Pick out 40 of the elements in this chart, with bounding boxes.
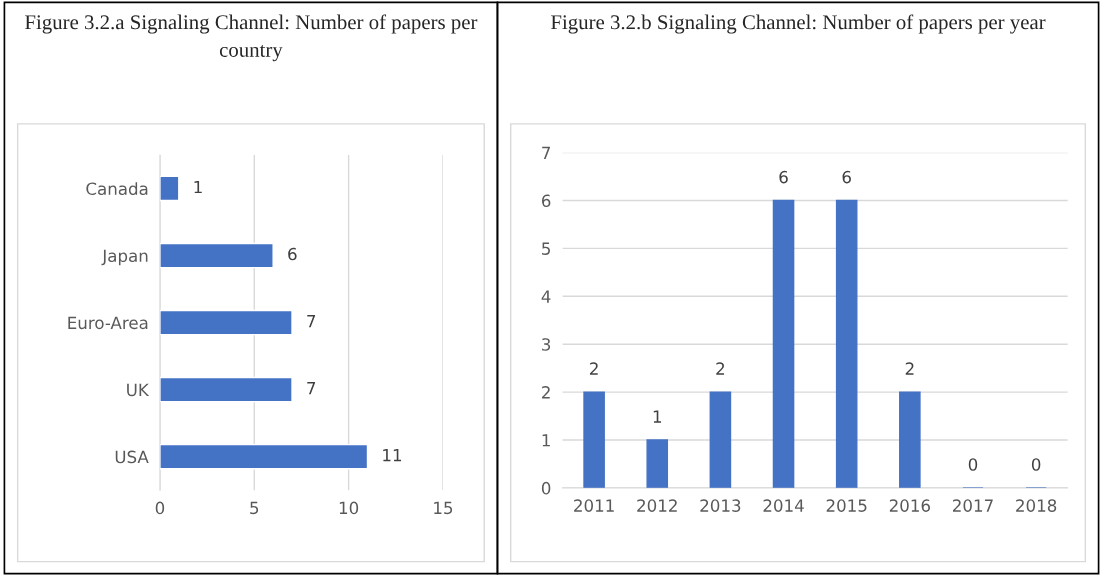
data-label: 1 — [653, 410, 662, 423]
x-tick-label: 2016 — [889, 499, 930, 512]
data-label: 7 — [307, 315, 316, 328]
y-tick-label: 2 — [542, 386, 550, 399]
y-tick-label: 4 — [541, 290, 551, 303]
data-label: 1 — [194, 180, 202, 194]
chart-title: Figure 3.2.a Signaling Channel: Number of papers per country — [25, 14, 478, 62]
data-label: 2 — [590, 362, 598, 375]
x-tick-label: 2013 — [700, 499, 741, 512]
x-tick-label: 10 — [339, 501, 359, 515]
y-tick-label: Euro-Area — [68, 316, 148, 330]
y-tick-label: UK — [127, 383, 150, 397]
x-tick-label: 2015 — [826, 499, 867, 512]
y-tick-label: Japan — [101, 249, 148, 266]
x-tick-label: 2017 — [953, 499, 993, 512]
x-tick-label: 2011 — [574, 499, 614, 512]
x-tick-label: 5 — [250, 501, 259, 515]
y-tick-label: 1 — [542, 434, 550, 447]
chart-title: Figure 3.2.b Signaling Channel: Number of papers per year — [550, 14, 1046, 34]
y-tick-label: 0 — [541, 481, 551, 495]
data-label: 0 — [1031, 458, 1041, 471]
y-tick-label: USA — [115, 450, 149, 464]
x-tick-label: 2014 — [763, 499, 804, 512]
y-tick-label: 6 — [541, 194, 551, 208]
x-tick-label: 2018 — [1016, 499, 1057, 512]
y-tick-label: 3 — [542, 338, 551, 351]
data-label: 6 — [779, 170, 788, 184]
y-tick-label: Canada — [86, 182, 148, 196]
x-tick-label: 2012 — [637, 499, 677, 512]
data-label: 2 — [716, 362, 725, 375]
data-label: 0 — [968, 458, 978, 471]
y-tick-label: 5 — [542, 242, 550, 255]
x-tick-label: 0 — [155, 501, 165, 515]
data-label: 2 — [905, 362, 914, 375]
data-label: 6 — [288, 247, 297, 261]
data-label: 7 — [307, 382, 316, 395]
data-label: 11 — [383, 449, 402, 462]
x-tick-label: 15 — [434, 501, 453, 515]
data-label: 6 — [842, 170, 851, 184]
y-tick-label: 7 — [542, 146, 550, 159]
